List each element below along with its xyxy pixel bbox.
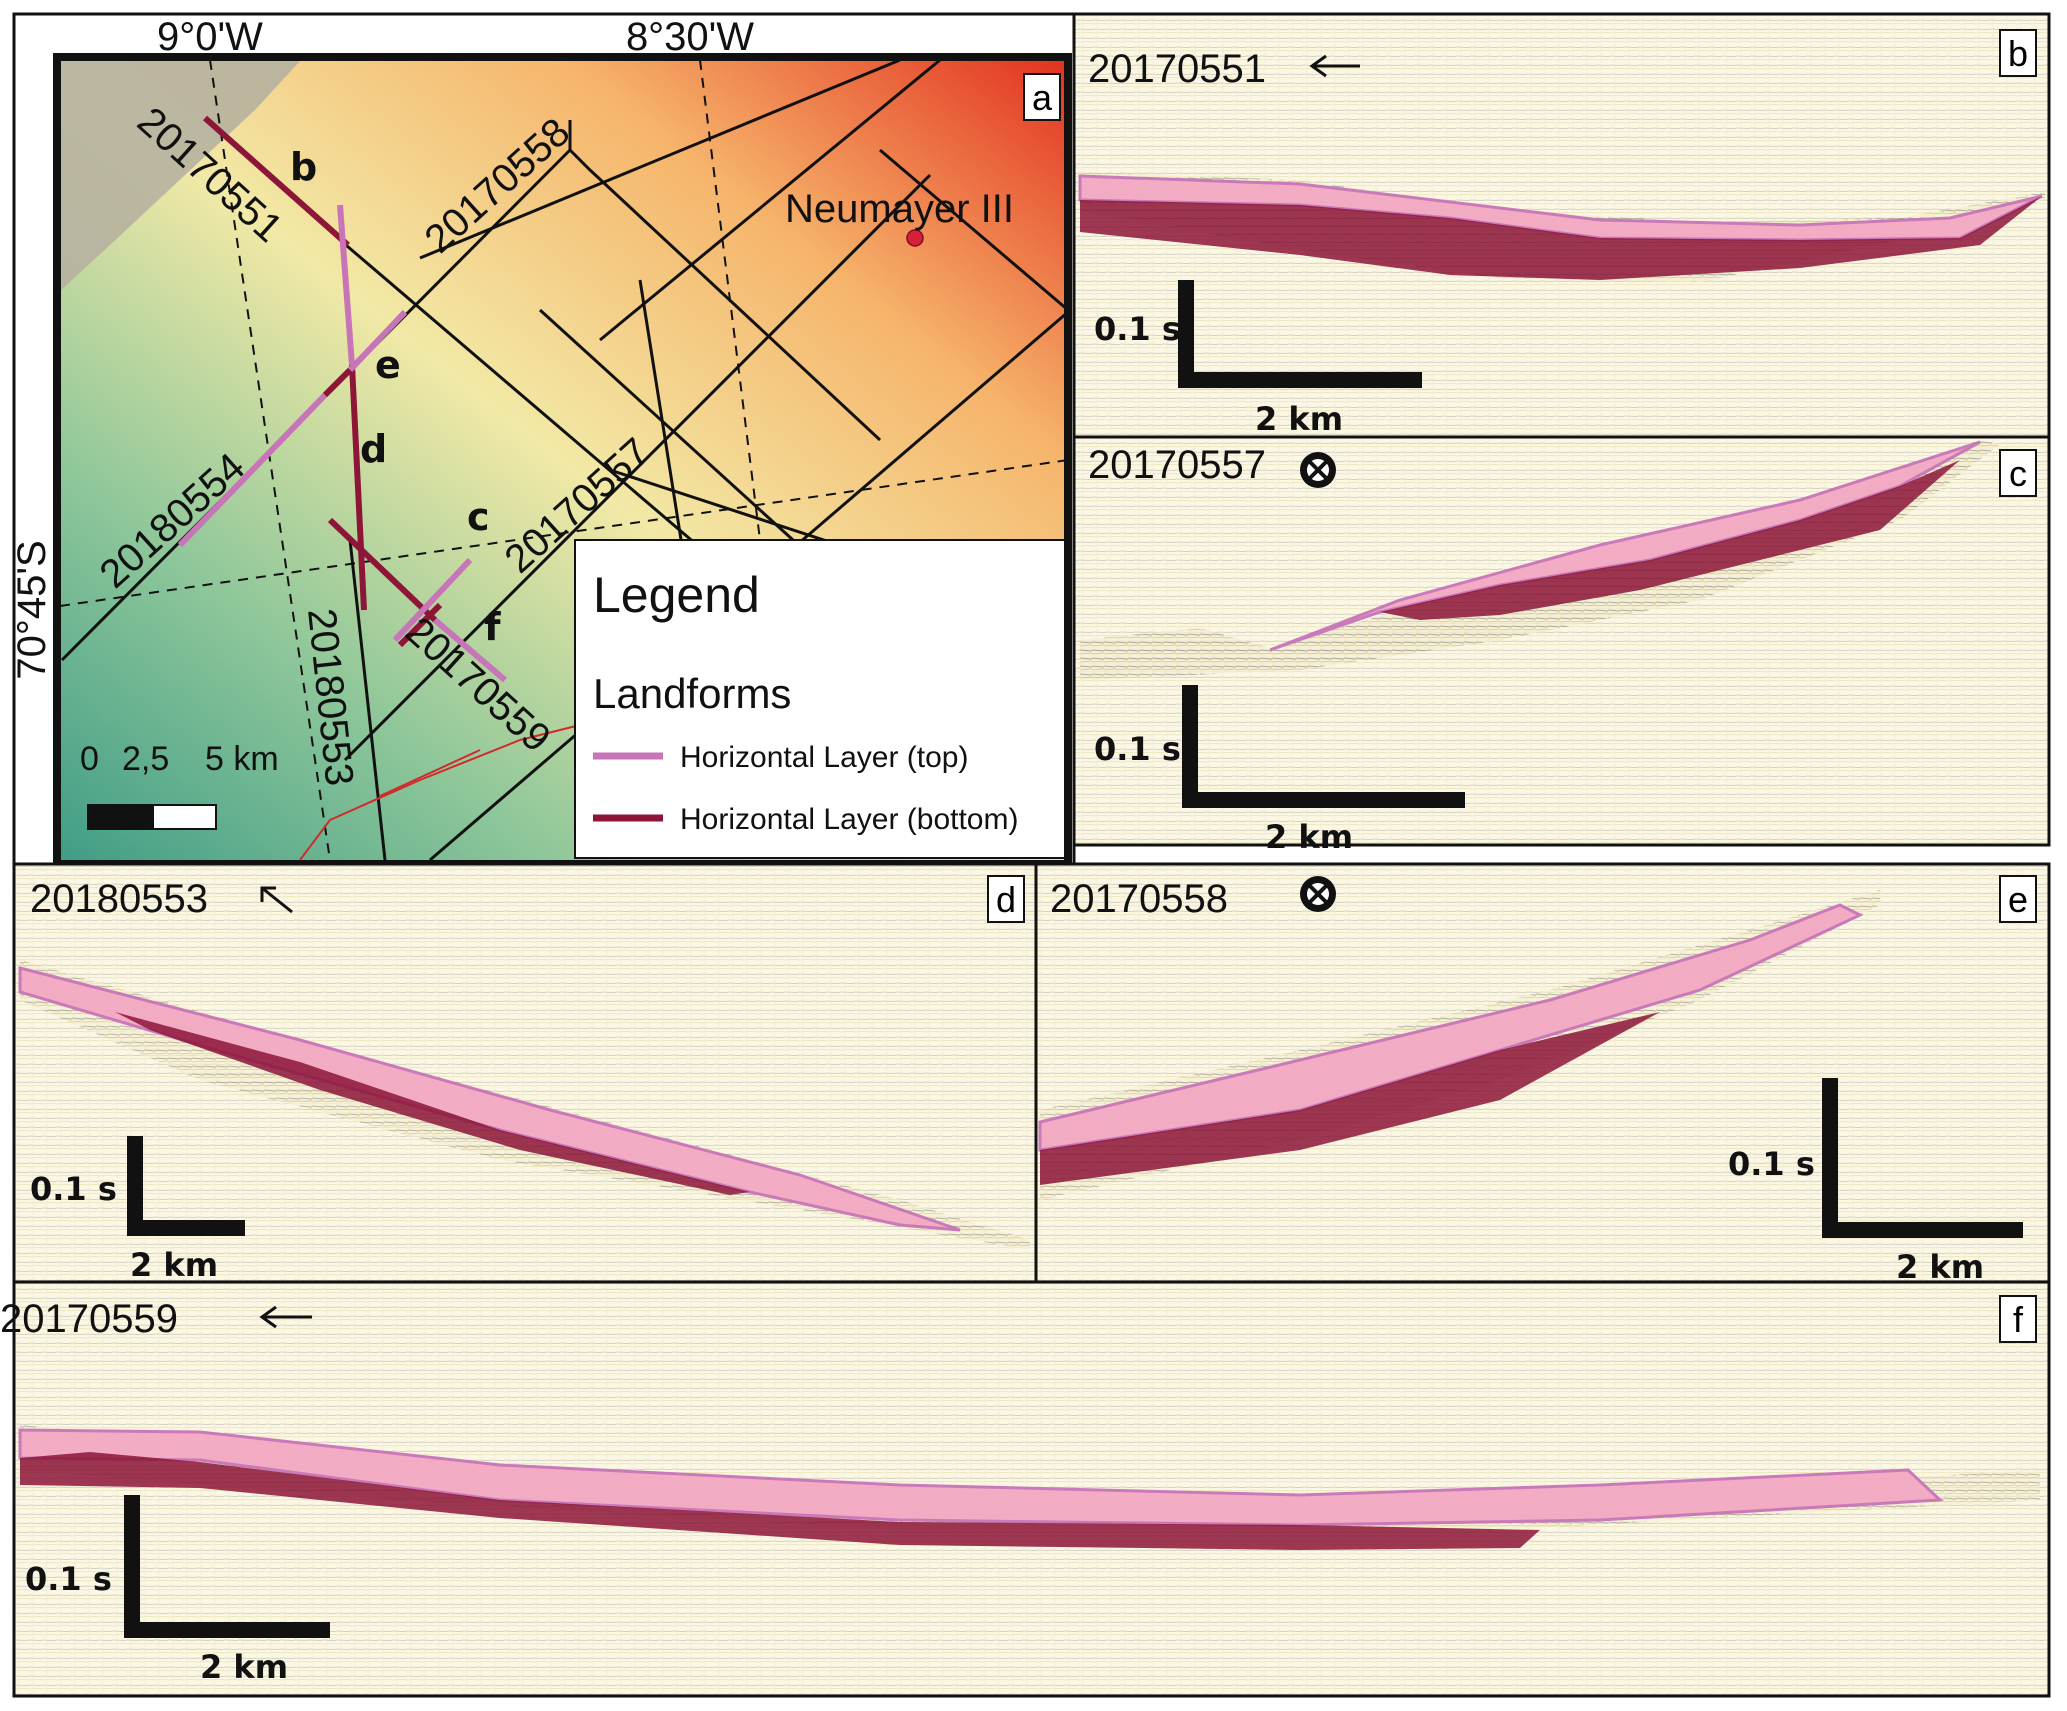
profile-segments — [177, 115, 507, 683]
svg-text:2 km: 2 km — [130, 1246, 218, 1284]
svg-text:0.1 s: 0.1 s — [1094, 310, 1181, 348]
into-page-icon — [1300, 876, 1336, 912]
arrow-upleft-icon — [260, 886, 293, 914]
legend-title: Legend — [593, 567, 760, 623]
svg-text:0.1 s: 0.1 s — [25, 1560, 112, 1598]
lon-label-8-30w: 8°30'W — [626, 15, 754, 59]
svg-text:2 km: 2 km — [1896, 1248, 1984, 1286]
profile-panel-f: f 20170559 0.1 s 2 km — [0, 1280, 2051, 1698]
scalebar-tick-5km: 5 km — [205, 740, 279, 778]
lon-label-9w: 9°0'W — [157, 15, 263, 59]
scalebar-b: 0.1 s 2 km — [1094, 280, 1422, 438]
profile-panel-d: d 20180553 0.1 s 2 km — [12, 862, 1038, 1284]
panel-letter-a: a — [1032, 77, 1053, 118]
panel-letter-d: d — [996, 879, 1016, 920]
scalebar-f: 0.1 s 2 km — [25, 1495, 330, 1686]
panel-letter-e: e — [2008, 879, 2028, 920]
scalebar-tick-2-5: 2,5 — [122, 740, 169, 778]
segment-letter-b: b — [290, 145, 317, 189]
panel-letter-c: c — [2009, 453, 2027, 494]
panel-letter-b: b — [2008, 33, 2028, 74]
profile-panel-e: e 20170558 0.1 s 2 km — [1034, 862, 2051, 1286]
svg-text:2 km: 2 km — [1255, 400, 1343, 438]
panel-letter-box — [1023, 73, 1061, 121]
map-panel: a — [10, 12, 1076, 868]
segment-letter-f: f — [484, 605, 501, 649]
svg-text:2 km: 2 km — [1265, 818, 1353, 856]
profile-name-e: 20170558 — [1050, 877, 1228, 921]
arrow-left-icon — [1309, 54, 1360, 78]
profile-name-f: 20170559 — [0, 1297, 178, 1341]
scalebar-e: 0.1 s 2 km — [1728, 1078, 2023, 1286]
legend-item-top: Horizontal Layer (top) — [680, 741, 968, 774]
scalebar-c: 0.1 s 2 km — [1094, 685, 1465, 856]
station-marker-icon — [906, 229, 924, 247]
legend-subtitle: Landforms — [593, 670, 791, 717]
svg-text:2 km: 2 km — [200, 1648, 288, 1686]
segment-letter-c: c — [467, 495, 490, 539]
segment-letter-e: e — [375, 343, 401, 387]
panel-letter-f: f — [2013, 1299, 2024, 1340]
segment-letter-d: d — [360, 427, 387, 471]
map-scalebar: 0 2,5 5 km — [80, 740, 279, 830]
into-page-icon — [1300, 452, 1336, 488]
legend: Legend Landforms Horizontal Layer (top) … — [574, 539, 1066, 859]
station-label: Neumayer III — [785, 187, 1014, 231]
legend-item-bottom: Horizontal Layer (bottom) — [680, 803, 1018, 836]
svg-text:0.1 s: 0.1 s — [30, 1170, 117, 1208]
scalebar-d: 0.1 s 2 km — [30, 1136, 245, 1284]
profile-name-c: 20170557 — [1088, 443, 1266, 487]
lat-label: 70°45'S — [10, 540, 54, 679]
coastline — [299, 719, 601, 861]
scalebar-tick-0: 0 — [80, 740, 99, 778]
ice-edge-region — [61, 61, 300, 290]
profile-panel-c: c 20170557 0.1 s 2 km — [1072, 435, 2051, 856]
arrow-left-icon — [259, 1305, 312, 1329]
profile-name-d: 20180553 — [30, 877, 208, 921]
profile-panel-b: b 20170551 0.1 s 2 km — [1072, 12, 2051, 439]
svg-text:0.1 s: 0.1 s — [1094, 730, 1181, 768]
profile-name-b: 20170551 — [1088, 47, 1266, 91]
svg-text:0.1 s: 0.1 s — [1728, 1145, 1815, 1183]
